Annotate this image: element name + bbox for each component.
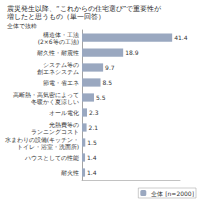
svg-text:水まわりの設備(キッチン・: 水まわりの設備(キッチン・	[5, 136, 79, 143]
svg-text:震災発生以降、“これからの住宅選び”で重要性が: 震災発生以降、“これからの住宅選び”で重要性が	[7, 5, 162, 13]
svg-text:システム等の: システム等の	[43, 61, 79, 68]
svg-text:ランニングコスト: ランニングコスト	[31, 128, 79, 135]
svg-text:創エネシステム: 創エネシステム	[37, 68, 79, 75]
svg-text:耐火性: 耐火性	[61, 169, 79, 176]
svg-text:2.3: 2.3	[89, 109, 99, 116]
svg-text:2.1: 2.1	[89, 124, 99, 131]
svg-text:1.4: 1.4	[87, 169, 97, 176]
svg-text:8.5: 8.5	[103, 79, 113, 86]
svg-text:18.9: 18.9	[125, 49, 139, 56]
svg-text:1.4: 1.4	[87, 154, 97, 161]
svg-text:5.5: 5.5	[96, 94, 106, 101]
svg-text:1.5: 1.5	[87, 139, 97, 146]
svg-text:光熱費等の: 光熱費等の	[49, 121, 79, 128]
svg-text:ハウスとしての性能: ハウスとしての性能	[24, 154, 79, 161]
svg-text:冬暖かく夏涼しい: 冬暖かく夏涼しい	[31, 98, 79, 106]
svg-text:41.4: 41.4	[174, 34, 188, 41]
svg-text:オール電化: オール電化	[49, 109, 79, 116]
svg-text:増したと思うもの（単一回答）: 増したと思うもの（単一回答）	[6, 12, 105, 21]
svg-text:構造体・工法: 構造体・工法	[43, 31, 79, 38]
svg-text:トイレ・浴室・洗面所): トイレ・浴室・洗面所)	[17, 143, 79, 150]
svg-text:耐久性・耐震性: 耐久性・耐震性	[37, 49, 79, 56]
svg-text:高断熱・高気密によって: 高断熱・高気密によって	[13, 91, 79, 98]
svg-text:(2×6等の工法): (2×6等の工法)	[38, 38, 79, 45]
svg-text:9.7: 9.7	[105, 64, 115, 71]
svg-text:全体で抜粋: 全体で抜粋	[7, 22, 37, 29]
svg-text:節電・省エネ: 節電・省エネ	[43, 79, 79, 86]
svg-text:全体 [n=2000]: 全体 [n=2000]	[151, 190, 194, 197]
